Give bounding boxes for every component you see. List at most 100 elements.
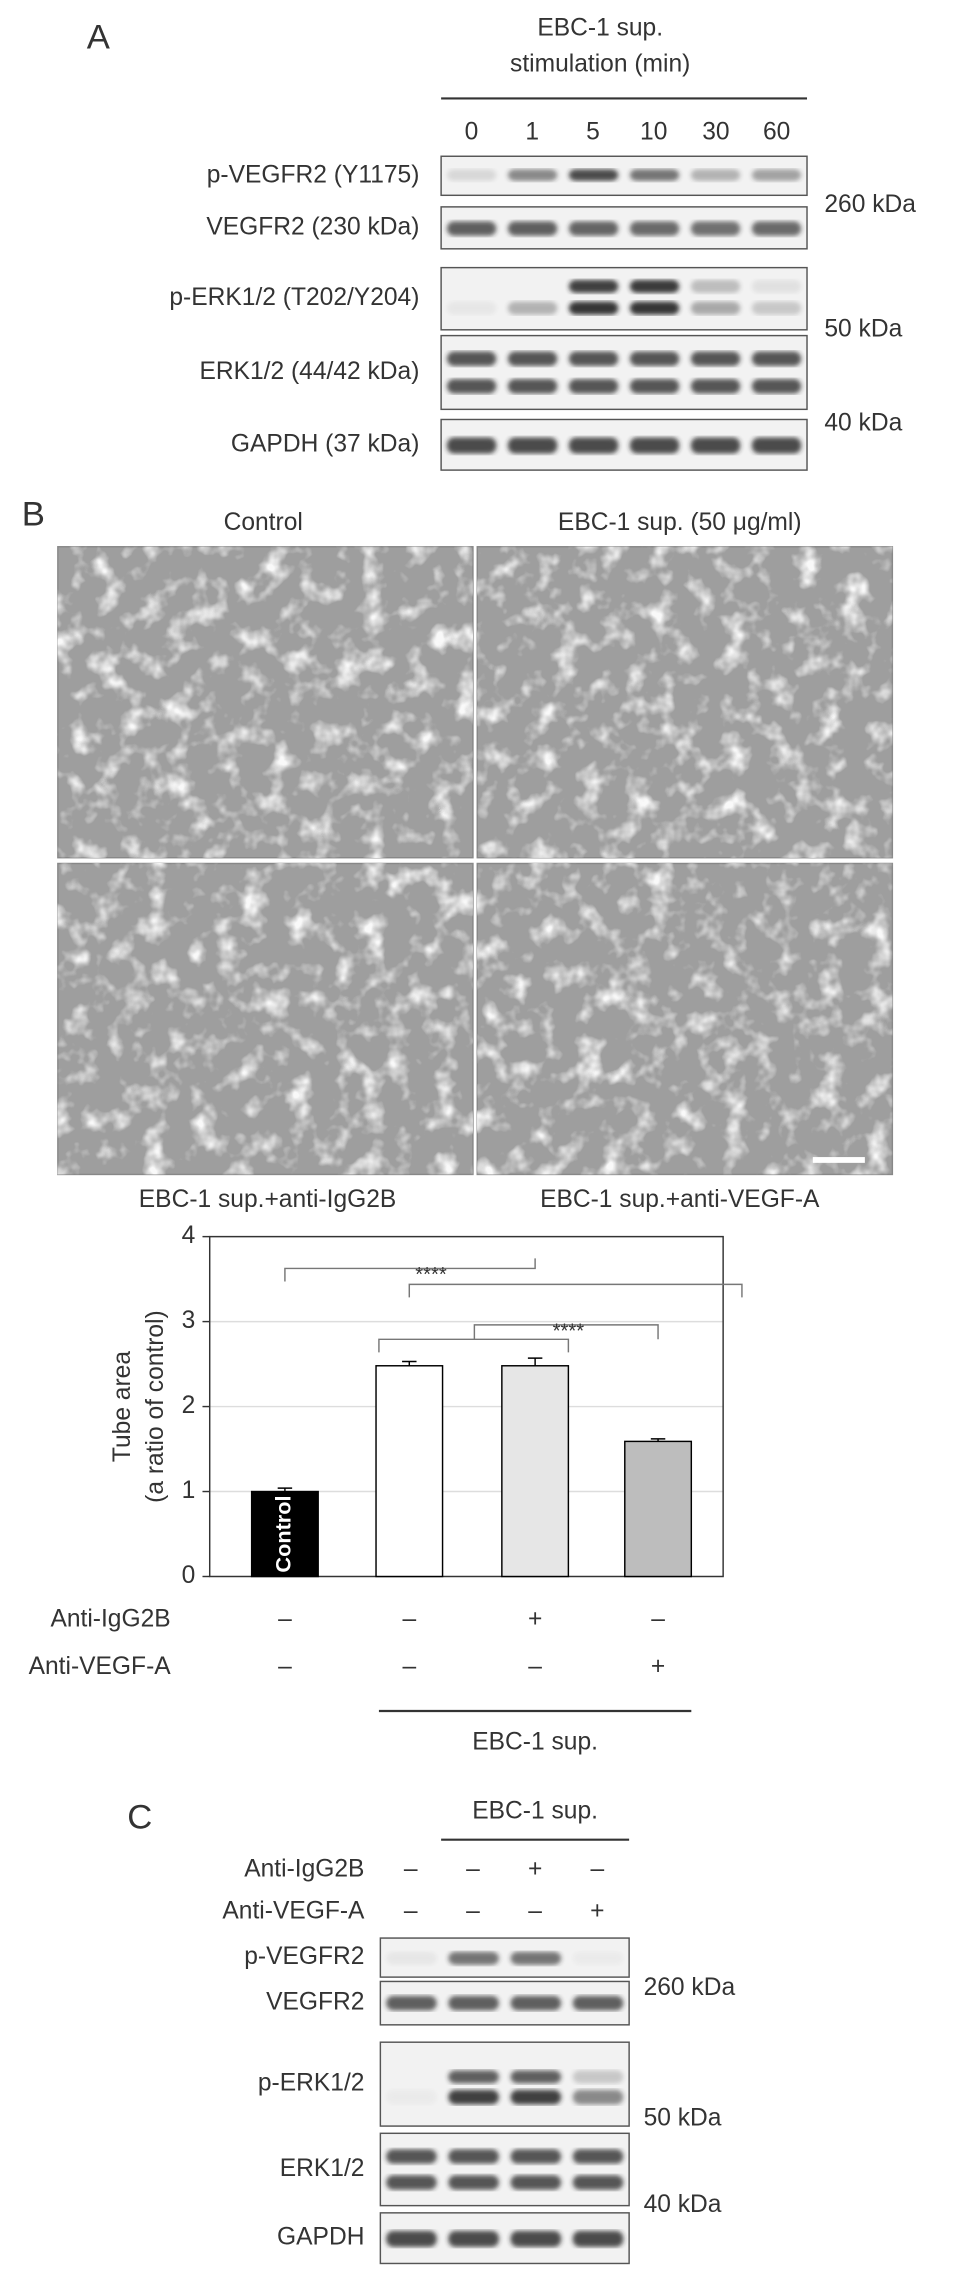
band — [751, 351, 802, 366]
marker-label: 40 kDa — [644, 2191, 722, 2218]
band — [510, 2175, 562, 2190]
band — [690, 279, 741, 293]
panel-label: A — [87, 18, 111, 56]
treatment-sign: + — [528, 1856, 542, 1883]
bar — [250, 1490, 319, 1578]
bracket — [378, 1338, 570, 1353]
blot — [440, 266, 808, 331]
y-axis-label-line: Tube area — [108, 1351, 135, 1462]
band — [568, 279, 619, 293]
band — [568, 169, 619, 181]
treatment-label: Anti-IgG2B — [244, 1856, 364, 1883]
row-label: p-ERK1/2 (T202/Y204) — [169, 284, 419, 311]
band — [690, 351, 741, 366]
band — [510, 2149, 562, 2164]
plot-frame — [208, 1235, 724, 1578]
row-label: p-VEGFR2 (Y1175) — [207, 161, 420, 188]
treatment-sign: – — [466, 1898, 480, 1925]
band — [751, 169, 802, 181]
header: EBC-1 sup. — [472, 1798, 598, 1825]
treatment-sign: – — [278, 1605, 292, 1632]
bracket — [473, 1324, 659, 1340]
band — [751, 378, 802, 394]
band — [568, 221, 619, 236]
band — [386, 2230, 437, 2247]
band — [510, 1951, 562, 1965]
error-bar — [277, 1487, 293, 1492]
treatment-sign: – — [404, 1856, 418, 1883]
annotation: **** — [415, 1264, 447, 1286]
band — [568, 301, 619, 315]
row-label: GAPDH — [277, 2224, 364, 2251]
image-caption: EBC-1 sup.+anti-VEGF-A — [540, 1186, 820, 1213]
y-tick-label: 4 — [182, 1222, 196, 1249]
row-label: ERK1/2 — [280, 2155, 365, 2182]
bar — [624, 1440, 693, 1578]
treatment-sign: + — [590, 1898, 604, 1925]
scale-bar — [812, 1157, 865, 1163]
lane-label: 60 — [763, 119, 790, 146]
y-tick-label: 3 — [182, 1307, 196, 1334]
band — [507, 169, 558, 181]
band — [510, 2230, 562, 2247]
treatment-sign: – — [528, 1898, 542, 1925]
band — [446, 221, 497, 236]
bar — [375, 1365, 444, 1578]
band — [572, 2230, 624, 2247]
band — [573, 1952, 624, 1965]
band — [446, 351, 497, 366]
band — [386, 2149, 437, 2164]
treatment-sign: + — [651, 1653, 665, 1680]
band — [507, 437, 558, 454]
header: EBC-1 sup. — [537, 14, 663, 41]
row-label: GAPDH (37 kDa) — [231, 430, 419, 457]
blot — [440, 418, 808, 471]
blot — [379, 2041, 630, 2127]
group-label: EBC-1 sup. — [472, 1728, 598, 1755]
band — [446, 301, 497, 315]
band — [751, 279, 802, 293]
bracket — [284, 1258, 536, 1282]
treatment-sign: – — [528, 1653, 542, 1680]
blot — [379, 2132, 630, 2207]
treatment-sign: – — [404, 1898, 418, 1925]
bracket — [408, 1283, 743, 1298]
row-label: VEGFR2 — [266, 1989, 364, 2016]
band — [572, 2175, 624, 2190]
micrograph-texture — [477, 546, 893, 858]
treatment-label: Anti-VEGF-A — [222, 1898, 365, 1925]
band — [572, 1995, 624, 2011]
y-tick-label: 0 — [182, 1562, 196, 1589]
band — [510, 2089, 562, 2105]
band — [446, 378, 497, 394]
error-bar — [527, 1357, 543, 1366]
band — [690, 221, 741, 236]
treatment-label: Anti-VEGF-A — [29, 1653, 172, 1680]
image-caption: Control — [224, 509, 303, 536]
error-bar — [650, 1438, 666, 1442]
band — [751, 437, 802, 454]
treatment-sign: – — [402, 1605, 416, 1632]
bar — [501, 1365, 570, 1578]
micrograph-texture — [57, 546, 473, 858]
band — [448, 2149, 499, 2164]
band — [572, 2089, 624, 2105]
band — [448, 1995, 499, 2011]
band — [690, 169, 741, 181]
band — [629, 221, 680, 236]
row-label: VEGFR2 (230 kDa) — [206, 213, 419, 240]
band — [751, 301, 802, 315]
y-axis-label-line: (a ratio of control) — [142, 1310, 169, 1503]
row-label: ERK1/2 (44/42 kDa) — [199, 358, 419, 385]
band — [629, 378, 680, 394]
bar-label: Control — [271, 1495, 296, 1572]
band — [448, 2089, 499, 2105]
band — [446, 169, 497, 181]
band — [690, 301, 741, 315]
treatment-sign: – — [651, 1605, 665, 1632]
treatment-sign: + — [528, 1605, 542, 1632]
band — [629, 351, 680, 366]
row-label: p-VEGFR2 — [244, 1943, 364, 1970]
band — [568, 437, 619, 454]
marker-label: 260 kDa — [824, 191, 916, 218]
